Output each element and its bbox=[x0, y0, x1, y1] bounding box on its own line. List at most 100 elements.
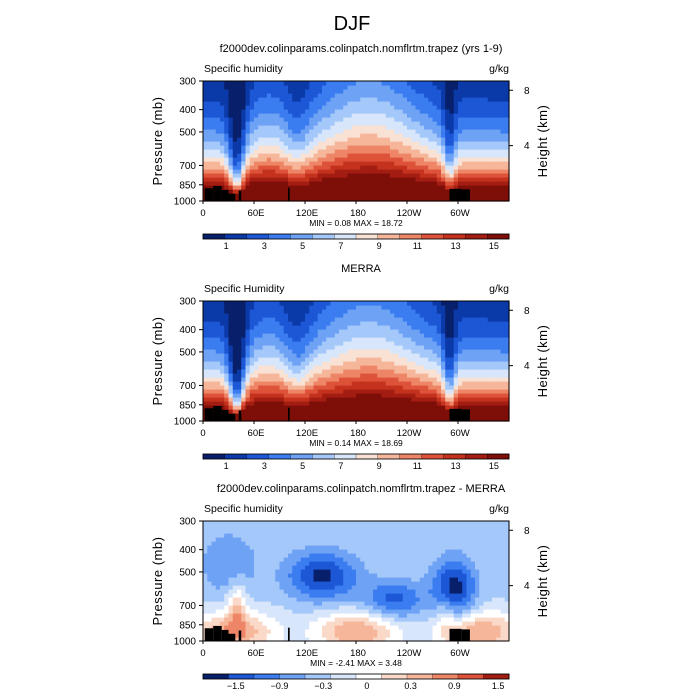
heatmap-cell bbox=[356, 365, 361, 370]
heatmap-cell bbox=[343, 101, 349, 106]
heatmap-cell bbox=[356, 197, 361, 202]
heatmap-cell bbox=[415, 333, 421, 338]
heatmap-cell bbox=[220, 349, 225, 354]
heatmap-cell bbox=[249, 137, 255, 142]
heatmap-cell bbox=[220, 577, 225, 582]
heatmap-cell bbox=[479, 165, 485, 170]
heatmap-cell bbox=[232, 161, 238, 166]
heatmap-cell bbox=[394, 361, 400, 366]
heatmap-cell bbox=[466, 185, 472, 190]
heatmap-cell bbox=[496, 133, 502, 138]
heatmap-cell bbox=[356, 325, 361, 330]
heatmap-cell bbox=[309, 125, 315, 130]
heatmap-cell bbox=[470, 337, 476, 342]
heatmap-cell bbox=[415, 161, 421, 166]
heatmap-cell bbox=[283, 413, 289, 418]
heatmap-cell bbox=[309, 181, 315, 186]
heatmap-cell bbox=[453, 161, 459, 166]
heatmap-cell bbox=[475, 133, 480, 138]
heatmap-cell bbox=[271, 189, 276, 194]
heatmap-cell bbox=[415, 385, 421, 390]
terrain-mask bbox=[238, 190, 242, 201]
heatmap-cell bbox=[419, 313, 425, 318]
heatmap-cell bbox=[347, 413, 353, 418]
heatmap-cell bbox=[275, 549, 281, 554]
heatmap-cell bbox=[492, 345, 497, 350]
heatmap-cell bbox=[296, 357, 302, 362]
heatmap-cell bbox=[300, 345, 306, 350]
heatmap-cell bbox=[411, 373, 417, 378]
heatmap-cell bbox=[487, 393, 493, 398]
heatmap-cell bbox=[492, 369, 497, 374]
heatmap-cell bbox=[220, 141, 225, 146]
heatmap-cell bbox=[228, 341, 234, 346]
heatmap-cell bbox=[364, 361, 370, 366]
heatmap-cell bbox=[288, 85, 293, 90]
heatmap-cell bbox=[241, 637, 247, 642]
heatmap-cell bbox=[411, 417, 417, 422]
heatmap-cell bbox=[279, 121, 285, 126]
heatmap-cell bbox=[343, 373, 349, 378]
heatmap-cell bbox=[241, 609, 247, 614]
heatmap-cell bbox=[381, 333, 387, 338]
heatmap-cell bbox=[232, 565, 238, 570]
heatmap-cell bbox=[356, 417, 361, 422]
heatmap-cell bbox=[254, 173, 259, 178]
heatmap-cell bbox=[266, 625, 272, 630]
heatmap-cell bbox=[453, 141, 459, 146]
heatmap-cell bbox=[377, 189, 383, 194]
heatmap-cell bbox=[228, 101, 234, 106]
heatmap-cell bbox=[394, 405, 400, 410]
heatmap-cell bbox=[373, 365, 378, 370]
terrain-mask bbox=[213, 185, 222, 201]
heatmap-cell bbox=[254, 373, 259, 378]
heatmap-cell bbox=[275, 333, 281, 338]
heatmap-cell bbox=[445, 189, 451, 194]
heatmap-cell bbox=[453, 333, 459, 338]
heatmap-cell bbox=[258, 629, 264, 634]
heatmap-cell bbox=[322, 381, 327, 386]
heatmap-cell bbox=[211, 353, 217, 358]
heatmap-cell bbox=[475, 417, 480, 422]
heatmap-cell bbox=[254, 601, 259, 606]
heatmap-cell bbox=[275, 121, 281, 126]
heatmap-cell bbox=[381, 373, 387, 378]
heatmap-cell bbox=[334, 161, 340, 166]
heatmap-cell bbox=[356, 149, 361, 154]
heatmap-cell bbox=[271, 141, 276, 146]
heatmap-cell bbox=[339, 121, 344, 126]
heatmap-cell bbox=[428, 81, 434, 86]
heatmap-cell bbox=[402, 357, 408, 362]
heatmap-cell bbox=[317, 101, 323, 106]
heatmap-cell bbox=[373, 405, 378, 410]
heatmap-cell bbox=[275, 381, 281, 386]
heatmap-cell bbox=[211, 121, 217, 126]
heatmap-cell bbox=[245, 89, 251, 94]
heatmap-cell bbox=[504, 133, 510, 138]
heatmap-cell bbox=[237, 81, 242, 86]
heatmap-cell bbox=[398, 385, 404, 390]
y-tick-label: 400 bbox=[179, 325, 196, 336]
heatmap-cell bbox=[432, 177, 438, 182]
heatmap-cell bbox=[292, 157, 298, 162]
heatmap-cell bbox=[500, 189, 506, 194]
heatmap-cell bbox=[475, 373, 480, 378]
heatmap-cell bbox=[419, 301, 425, 306]
heatmap-cell bbox=[368, 377, 374, 382]
heatmap-cell bbox=[330, 149, 336, 154]
heatmap-cell bbox=[288, 381, 293, 386]
heatmap-cell bbox=[207, 393, 213, 398]
heatmap-cell bbox=[305, 381, 310, 386]
heatmap-cell bbox=[479, 345, 485, 350]
heatmap-cell bbox=[241, 305, 247, 310]
heatmap-cell bbox=[453, 325, 459, 330]
heatmap-cell bbox=[203, 381, 208, 386]
heatmap-cell bbox=[228, 577, 234, 582]
heatmap-cell bbox=[207, 385, 213, 390]
heatmap-cell bbox=[356, 161, 361, 166]
heatmap-cell bbox=[407, 325, 412, 330]
heatmap-cell bbox=[500, 369, 506, 374]
heatmap-cell bbox=[475, 393, 480, 398]
heatmap-cell bbox=[245, 349, 251, 354]
heatmap-cell bbox=[279, 301, 285, 306]
